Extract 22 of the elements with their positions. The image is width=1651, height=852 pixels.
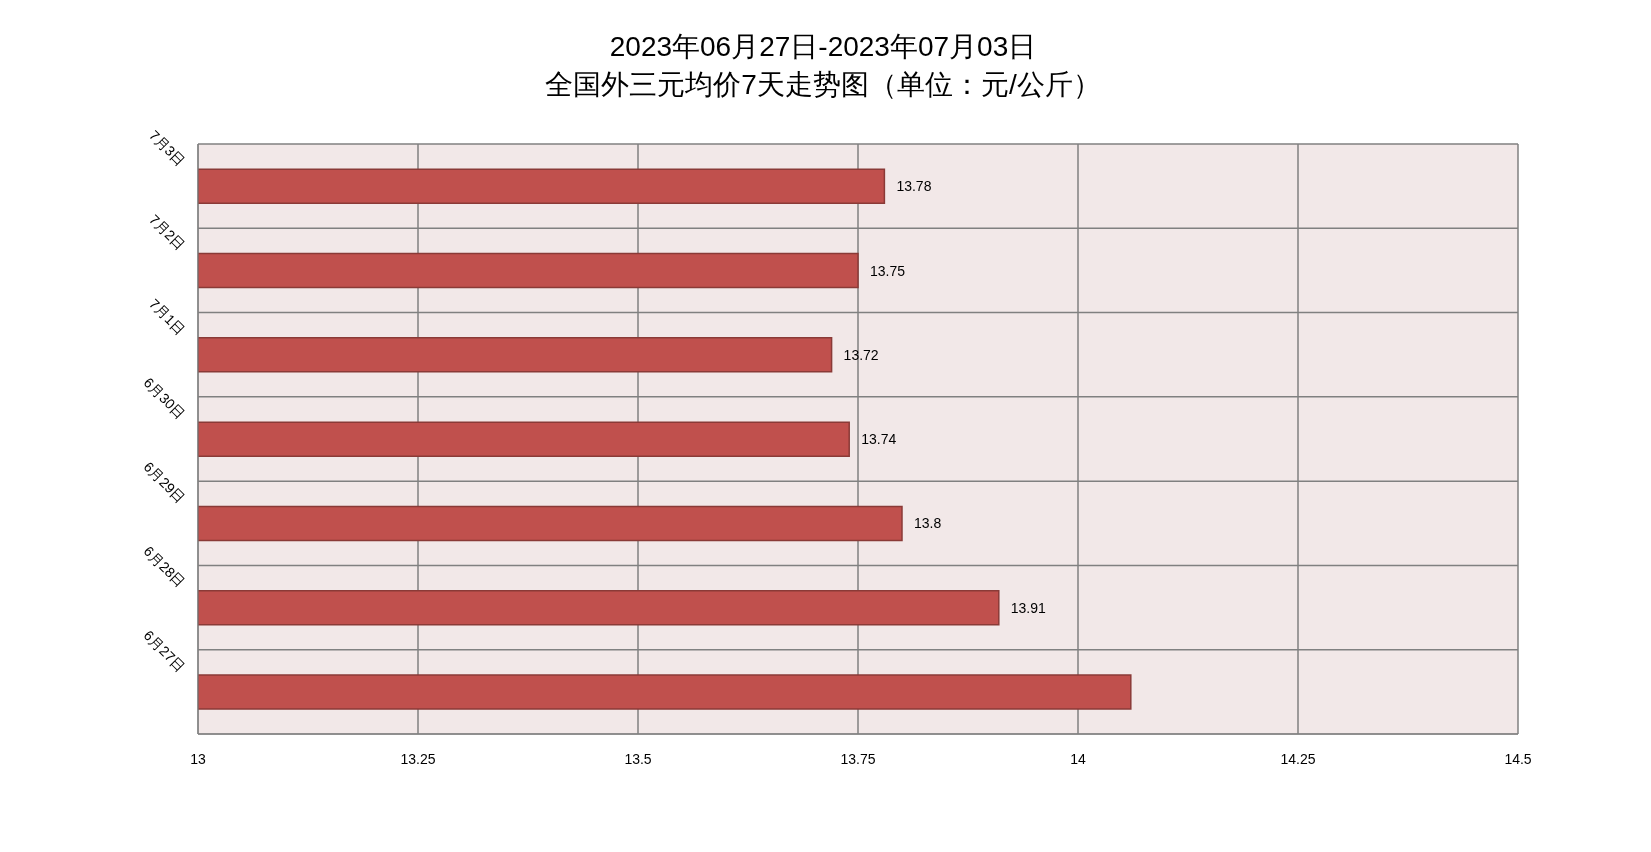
x-tick-label: 14.25 — [1280, 750, 1316, 767]
data-label: 13.74 — [861, 431, 897, 448]
y-tick-label: 6月28日 — [140, 542, 189, 591]
data-label: 13.78 — [896, 178, 932, 195]
x-tick-label: 13 — [190, 750, 206, 767]
chart-title: 2023年06月27日-2023年07月03日 — [608, 30, 1038, 64]
data-label: 13.91 — [1010, 599, 1047, 616]
x-tick-label: 13.25 — [400, 750, 436, 767]
y-tick-label: 6月30日 — [140, 374, 189, 422]
x-tick-label: 14 — [1070, 750, 1086, 767]
x-tick-label: 13.75 — [840, 750, 876, 767]
y-tick-label: 7月2日 — [146, 211, 189, 254]
data-label: 13.72 — [843, 346, 879, 363]
y-tick-label: 6月29日 — [140, 458, 189, 507]
chart-subtitle: 全国外三元均价7天走势图（单位：元/公斤） — [544, 68, 1102, 102]
y-tick-label: 6月27日 — [140, 627, 189, 675]
y-tick-label: 7月3日 — [146, 126, 189, 170]
x-tick-label: 13.5 — [624, 750, 652, 767]
x-tick-label: 14.5 — [1504, 750, 1532, 767]
data-label: 13.8 — [914, 515, 942, 532]
data-label: 13.75 — [870, 262, 906, 279]
y-tick-label: 7月1日 — [146, 295, 189, 338]
